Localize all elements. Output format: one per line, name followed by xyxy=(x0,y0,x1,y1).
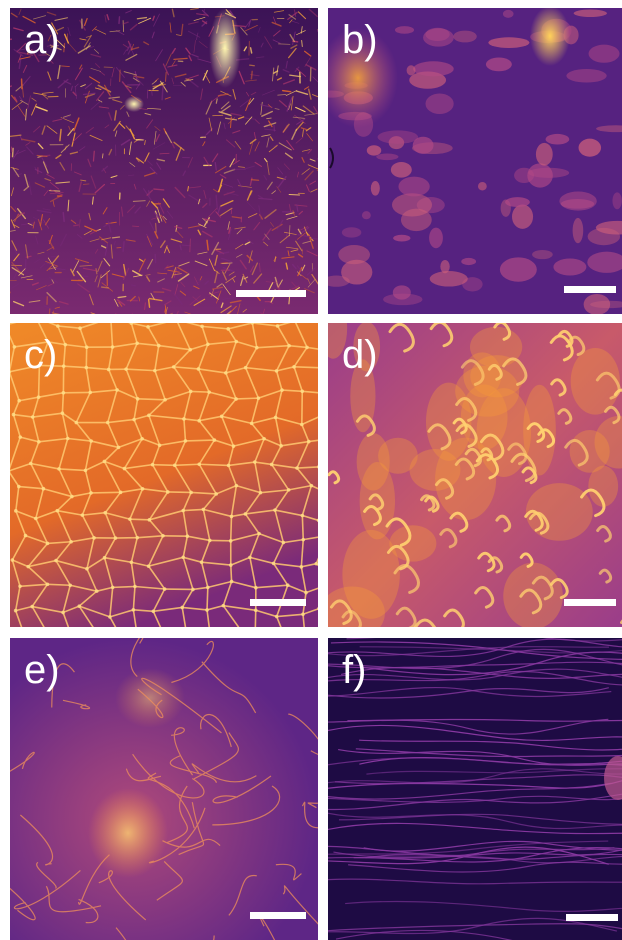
panel-label-c: c) xyxy=(24,333,58,377)
scale-bar-d xyxy=(564,599,616,606)
panel-label-d: d) xyxy=(342,333,378,377)
micrograph-b xyxy=(328,8,622,314)
scale-bar-c xyxy=(250,599,306,606)
micrograph-a xyxy=(10,8,318,314)
panel-d: d) xyxy=(328,323,622,627)
micrograph-e xyxy=(10,638,318,940)
panel-e: e) xyxy=(10,638,318,940)
panel-label-e: e) xyxy=(24,648,60,692)
panel-label-f: f) xyxy=(342,648,367,692)
panel-b: b) xyxy=(328,8,622,314)
scale-bar-f xyxy=(566,914,618,921)
panel-label-b: b) xyxy=(342,18,378,62)
micrograph-c xyxy=(10,323,318,627)
panel-c: c) xyxy=(10,323,318,627)
micrograph-d xyxy=(328,323,622,627)
scale-bar-b xyxy=(564,286,616,293)
panel-a: a) xyxy=(10,8,318,314)
micrograph-f xyxy=(328,638,622,940)
scale-bar-e xyxy=(250,912,306,919)
scale-bar-a xyxy=(236,290,306,297)
panel-label-a: a) xyxy=(24,18,60,62)
panel-f: f) xyxy=(328,638,622,940)
